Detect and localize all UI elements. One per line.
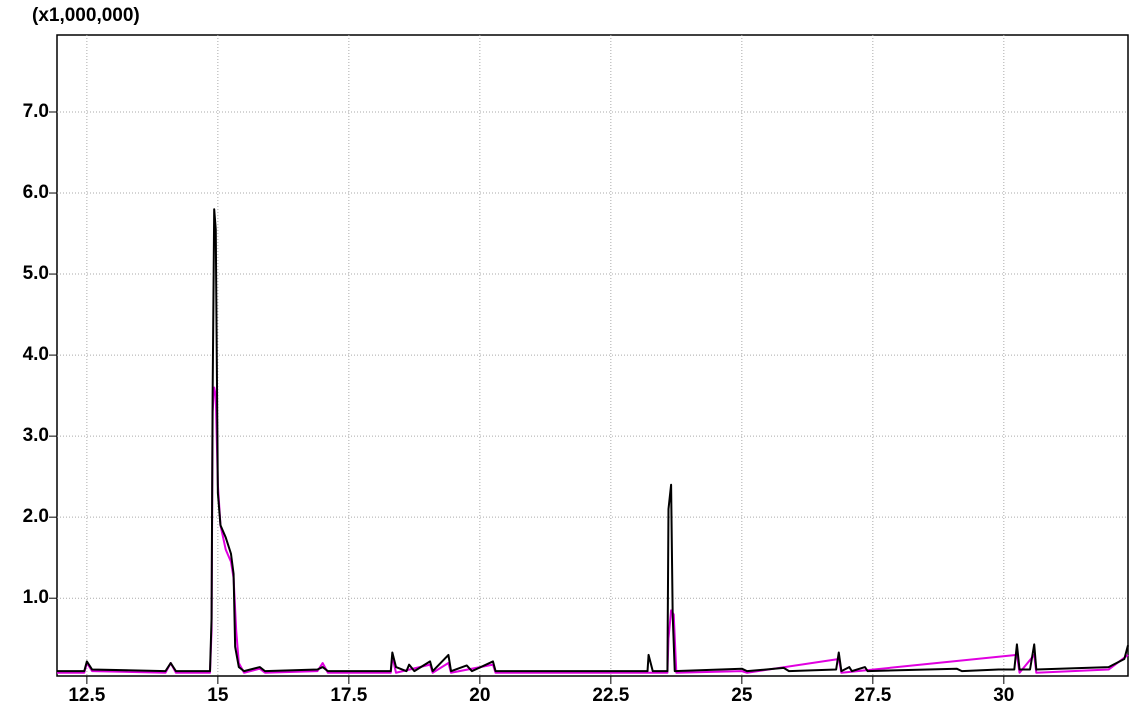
y-tick-label: 2.0 <box>23 506 49 527</box>
y-axis-label: (x1,000,000) <box>32 5 140 26</box>
y-tick-label: 3.0 <box>23 425 49 446</box>
x-tick-label: 12.5 <box>68 685 105 706</box>
x-tick-label: 22.5 <box>592 685 629 706</box>
x-tick-label: 27.5 <box>854 685 891 706</box>
y-tick-label: 6.0 <box>23 182 49 203</box>
series-line <box>57 208 1129 673</box>
y-tick-label: 5.0 <box>23 263 49 284</box>
y-tick-label: 1.0 <box>23 587 49 608</box>
x-tick-label: 20 <box>469 685 490 706</box>
x-tick-label: 30 <box>993 685 1014 706</box>
x-tick-label: 17.5 <box>330 685 367 706</box>
y-tick-label: 7.0 <box>23 101 49 122</box>
y-tick-label: 4.0 <box>23 344 49 365</box>
x-tick-label: 15 <box>207 685 229 706</box>
x-tick-label: 25 <box>731 685 753 706</box>
